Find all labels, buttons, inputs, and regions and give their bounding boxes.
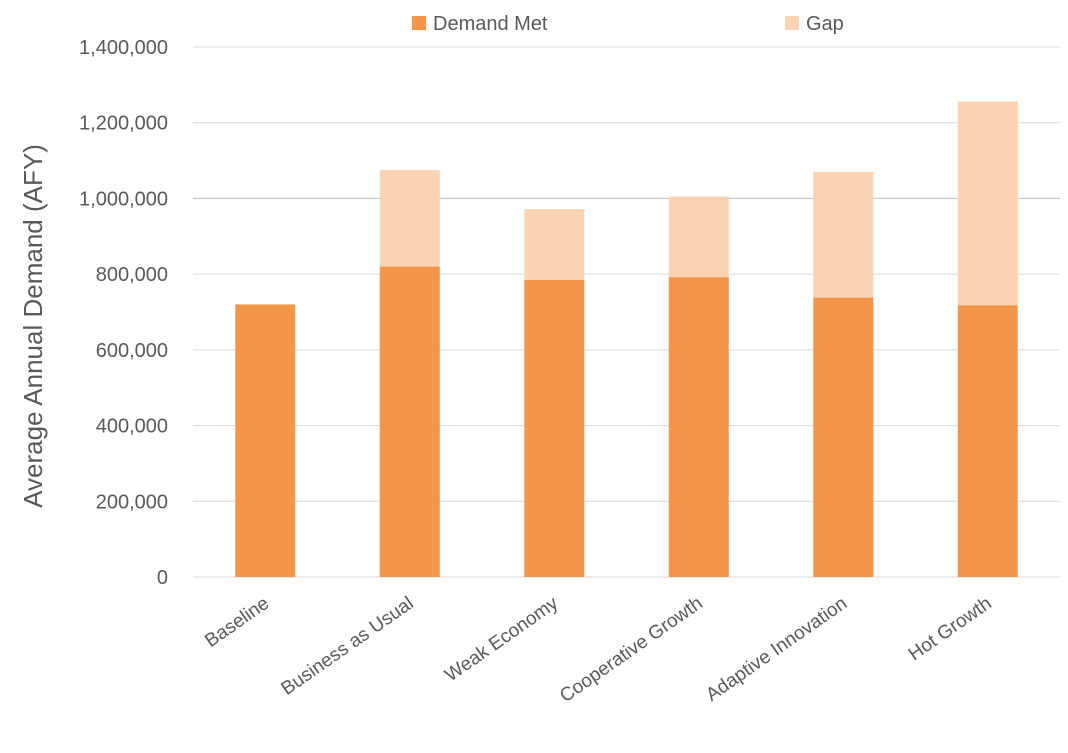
- x-category-label: Weak Economy: [441, 593, 562, 687]
- y-axis-ticks: 0 200,000 400,000 600,000 800,000 1,000,000 1,…: [79, 37, 168, 589]
- bar-gap: [524, 209, 585, 280]
- bar-gap: [957, 101, 1018, 306]
- bars: [235, 101, 1018, 577]
- gridlines: [193, 46, 1060, 578]
- legend-label: Demand Met: [433, 13, 548, 35]
- y-tick-label: 0: [157, 567, 168, 589]
- x-category-label: Baseline: [201, 593, 273, 652]
- y-tick-label: 1,200,000: [79, 113, 168, 135]
- bar-demand-met: [524, 279, 585, 577]
- legend-swatch: [412, 16, 426, 30]
- x-category-label: Hot Growth: [905, 593, 996, 665]
- x-category-label: Adaptive Innovation: [702, 593, 851, 706]
- bar-gap: [668, 196, 729, 278]
- bar-demand-met: [668, 277, 729, 577]
- x-axis-categories: Baseline Business as Usual Weak EconomyCoo…: [201, 593, 995, 707]
- x-category-label: Business as Usual: [278, 593, 418, 700]
- y-tick-label: 200,000: [96, 491, 168, 513]
- y-tick-label: 600,000: [96, 340, 168, 362]
- bar-demand-met: [379, 266, 440, 577]
- legend: Demand Met Gap: [412, 13, 844, 35]
- legend-label: Gap: [806, 13, 844, 35]
- bar-demand-met: [235, 304, 296, 577]
- bar-gap: [379, 170, 440, 267]
- y-tick-label: 1,000,000: [79, 188, 168, 210]
- bar-demand-met: [813, 297, 874, 577]
- y-tick-label: 800,000: [96, 264, 168, 286]
- bar-gap: [813, 171, 874, 298]
- legend-swatch: [785, 16, 799, 30]
- bar-demand-met: [957, 305, 1018, 577]
- y-axis-title: Average Annual Demand (AFY): [18, 144, 48, 508]
- x-category-label: Cooperative Growth: [556, 593, 706, 707]
- y-tick-label: 400,000: [96, 416, 168, 438]
- y-tick-label: 1,400,000: [79, 37, 168, 59]
